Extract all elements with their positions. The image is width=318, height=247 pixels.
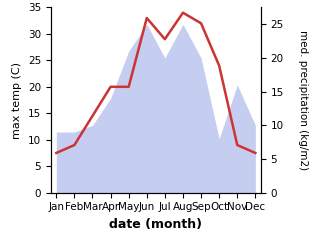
Y-axis label: max temp (C): max temp (C) [12, 62, 22, 139]
Y-axis label: med. precipitation (kg/m2): med. precipitation (kg/m2) [298, 30, 308, 170]
X-axis label: date (month): date (month) [109, 218, 202, 231]
